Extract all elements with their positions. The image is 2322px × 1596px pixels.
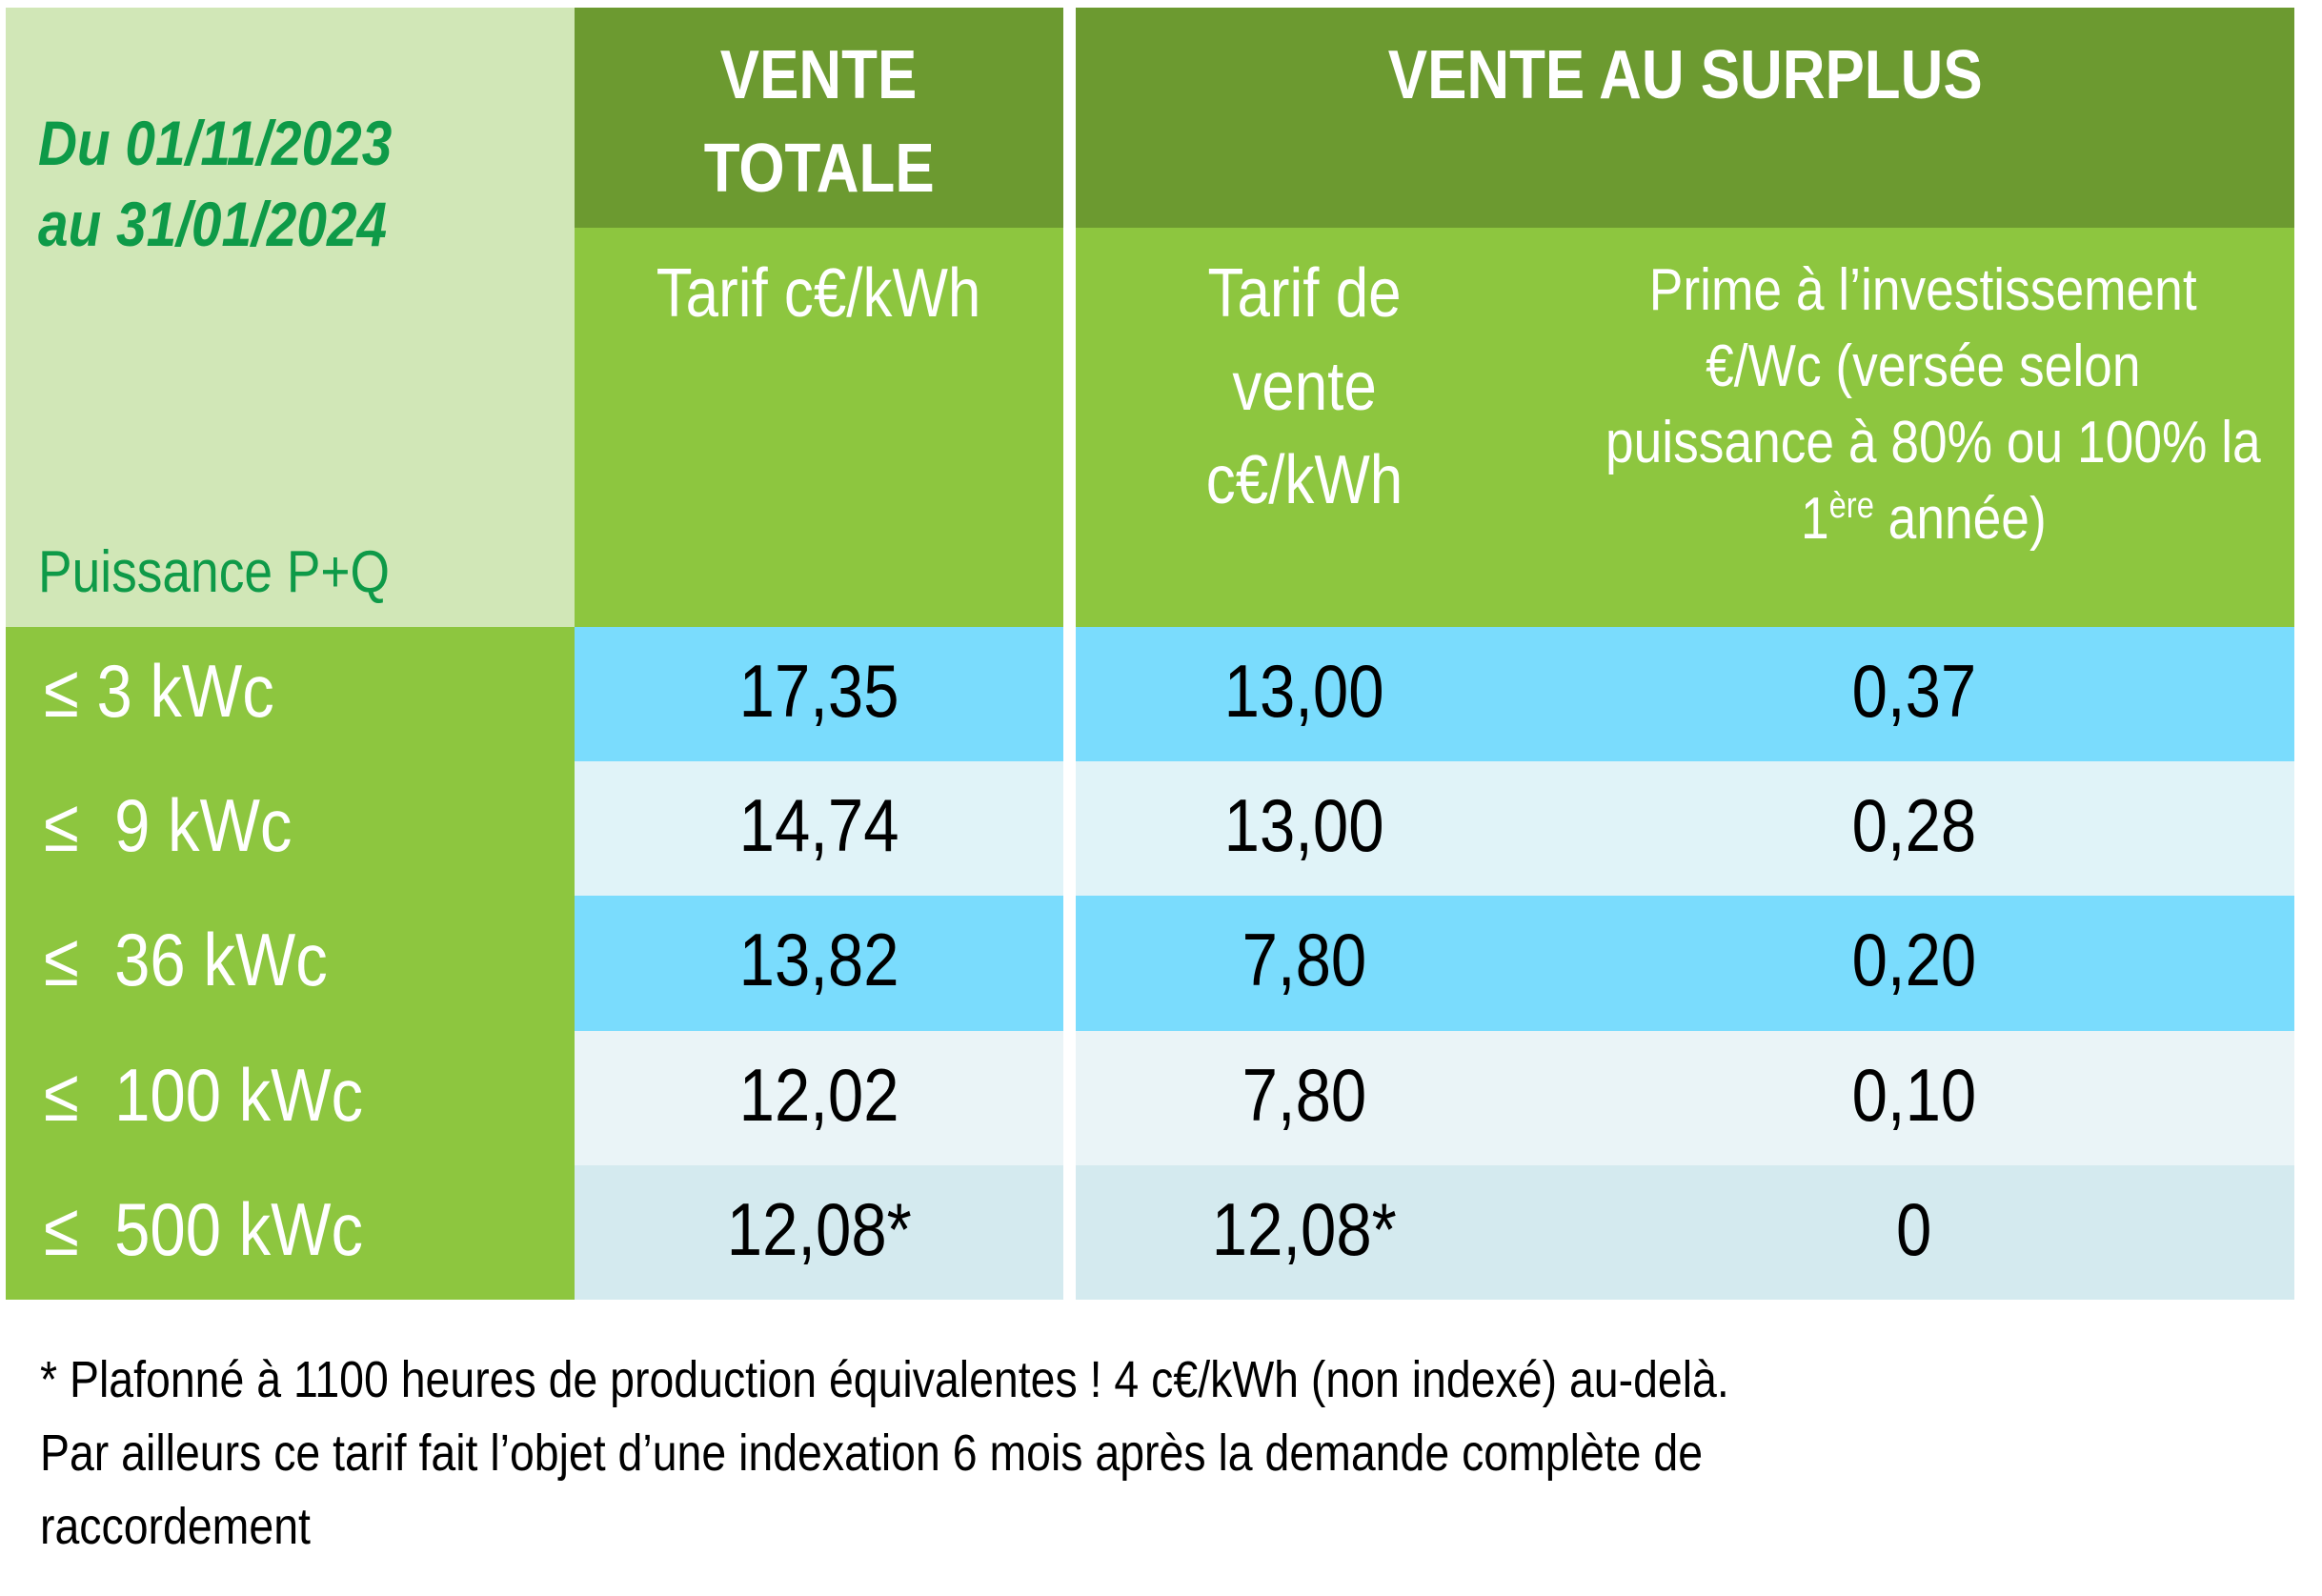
prime-cell: 0: [1533, 1165, 2294, 1300]
vente-totale-cell-value: 14,74: [738, 783, 899, 867]
power-label: ≤ 100 kWc: [44, 1053, 364, 1137]
prime-cell: 0,28: [1533, 761, 2294, 896]
power-label: ≤ 500 kWc: [44, 1187, 364, 1271]
vente-totale-cell: 12,08*: [575, 1165, 1063, 1300]
power-column-header: Puissance P+Q: [38, 539, 391, 605]
power-label: ≤ 9 kWc: [44, 783, 293, 867]
prime-cell: 0,10: [1533, 1031, 2294, 1165]
group-separator: [1063, 8, 1076, 1300]
group-title-line1: VENTE: [720, 37, 918, 113]
column-header-tarif-surplus: Tarif de vente c€/kWh: [1205, 255, 1403, 518]
prime-cell-value: 0,28: [1851, 783, 1976, 867]
power-label: ≤ 3 kWc: [44, 649, 274, 733]
column-headers-surplus: Tarif de vente c€/kWh Prime à l’investis…: [1076, 228, 2294, 627]
tarif-surplus-cell: 7,80: [1076, 1031, 1533, 1165]
footnote: * Plafonné à 1100 heures de production é…: [40, 1343, 2004, 1564]
group-header-vente-totale: VENTE TOTALE: [575, 8, 1063, 228]
period-end: au 31/01/2024: [38, 189, 388, 259]
prime-cell-value: 0,37: [1851, 649, 1976, 733]
prime-cell-value: 0,10: [1851, 1053, 1976, 1137]
footnote-line1: * Plafonné à 1100 heures de production é…: [40, 1351, 1729, 1408]
group-header-vente-surplus: VENTE AU SURPLUS: [1076, 8, 2294, 228]
power-cell: ≤ 36 kWc: [6, 896, 575, 1031]
column-header-prime: Prime à l’investissement €/Wc (versée se…: [1605, 257, 2261, 552]
tarif-surplus-cell: 13,00: [1076, 761, 1533, 896]
column-header-label: Tarif c€/kWh: [656, 255, 981, 332]
vente-totale-cell: 17,35: [575, 627, 1063, 761]
footnote-line2: Par ailleurs ce tarif fait l’objet d’une…: [40, 1424, 1704, 1482]
vente-totale-cell-value: 12,02: [738, 1053, 899, 1137]
prime-cell-value: 0,20: [1851, 918, 1976, 1001]
prime-cell: 0,37: [1533, 627, 2294, 761]
tarif-surplus-cell-value: 7,80: [1242, 1053, 1367, 1137]
footnote-line3: raccordement: [40, 1498, 311, 1555]
vente-totale-cell: 12,02: [575, 1031, 1063, 1165]
tarif-surplus-cell-value: 13,00: [1224, 649, 1384, 733]
vente-totale-cell-value: 17,35: [738, 649, 899, 733]
power-cell: ≤ 9 kWc: [6, 761, 575, 896]
power-cell: ≤ 100 kWc: [6, 1031, 575, 1165]
vente-totale-cell: 14,74: [575, 761, 1063, 896]
vente-totale-cell-value: 12,08*: [726, 1187, 912, 1271]
power-label: ≤ 36 kWc: [44, 918, 328, 1001]
group-title: VENTE AU SURPLUS: [1387, 37, 1983, 113]
period-header-cell: [6, 8, 575, 627]
tarif-surplus-cell: 12,08*: [1076, 1165, 1533, 1300]
column-header-tarif-total: Tarif c€/kWh: [575, 228, 1063, 627]
tarif-surplus-cell: 7,80: [1076, 896, 1533, 1031]
group-title-line2: TOTALE: [703, 131, 935, 207]
period-dates: Du 01/11/2023 au 31/01/2024: [38, 103, 450, 265]
vente-totale-cell-value: 13,82: [738, 918, 899, 1001]
tarif-surplus-cell-value: 7,80: [1242, 918, 1367, 1001]
period-start: Du 01/11/2023: [38, 108, 393, 178]
tarif-surplus-cell: 13,00: [1076, 627, 1533, 761]
power-cell: ≤ 3 kWc: [6, 627, 575, 761]
prime-cell: 0,20: [1533, 896, 2294, 1031]
prime-cell-value: 0: [1895, 1187, 1932, 1271]
power-cell: ≤ 500 kWc: [6, 1165, 575, 1300]
vente-totale-cell: 13,82: [575, 896, 1063, 1031]
tarif-surplus-cell-value: 12,08*: [1212, 1187, 1397, 1271]
tarif-surplus-cell-value: 13,00: [1224, 783, 1384, 867]
